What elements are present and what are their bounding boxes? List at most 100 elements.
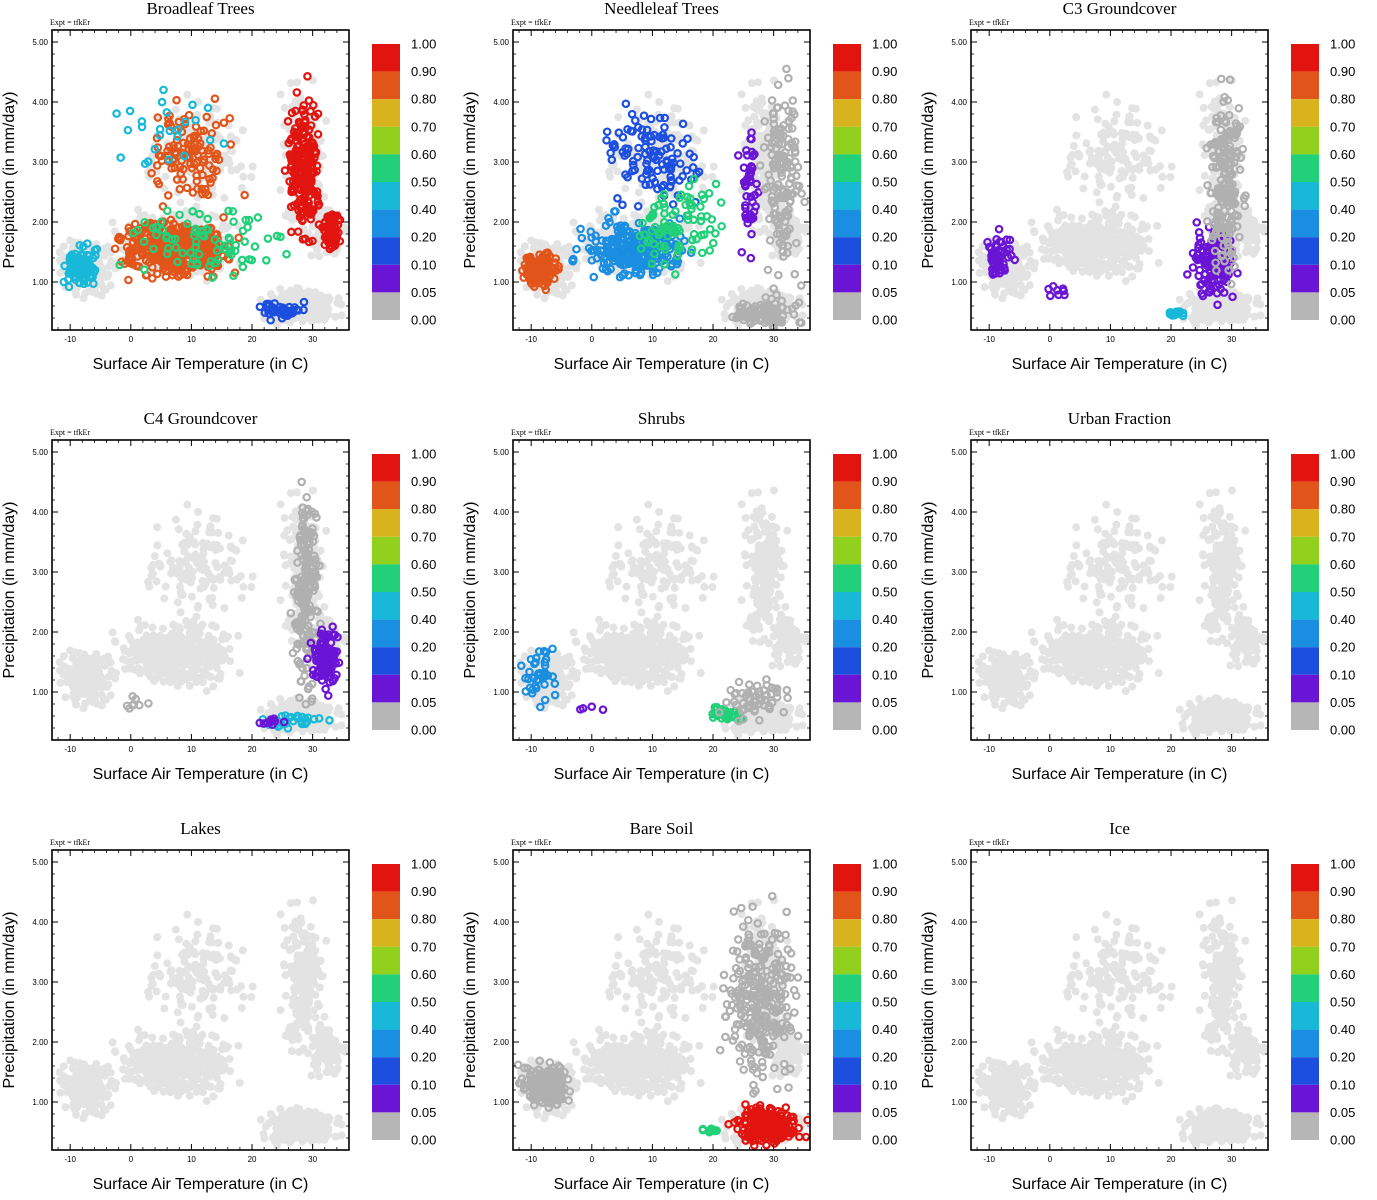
data-point: [172, 95, 181, 105]
background-point: [324, 293, 333, 302]
data-point: [162, 261, 171, 271]
data-point: [762, 183, 772, 192]
data-point: [597, 251, 606, 260]
data-point: [739, 315, 749, 325]
data-point: [125, 106, 135, 116]
data-point: [663, 231, 673, 241]
data-point: [766, 176, 775, 185]
data-point: [230, 246, 240, 256]
data-point: [228, 207, 238, 216]
background-point: [606, 172, 615, 181]
data-point: [650, 249, 659, 259]
data-point: [189, 133, 199, 142]
data-point: [774, 225, 784, 234]
data-point: [78, 242, 88, 251]
data-point: [78, 274, 87, 283]
data-point: [208, 273, 217, 282]
data-point: [684, 181, 694, 191]
data-point: [298, 105, 307, 114]
background-point: [1016, 280, 1025, 289]
data-point: [696, 212, 706, 221]
data-point: [653, 166, 662, 176]
data-point: [704, 188, 714, 198]
data-point: [682, 211, 692, 220]
data-point: [769, 284, 778, 293]
data-point: [531, 259, 540, 269]
data-point: [330, 236, 339, 245]
data-point: [299, 297, 309, 307]
data-point: [660, 113, 669, 123]
data-point: [717, 221, 726, 231]
colorbar-label: 0.00: [872, 313, 897, 328]
data-point: [164, 155, 174, 164]
data-point: [150, 144, 160, 154]
data-point: [783, 157, 792, 167]
data-point: [678, 119, 688, 129]
data-point: [792, 238, 801, 248]
data-point: [115, 260, 124, 270]
background-point: [284, 206, 293, 215]
data-point: [156, 217, 166, 227]
data-point: [800, 197, 809, 207]
colorbar-swatch: [372, 126, 400, 155]
data-point: [139, 237, 149, 247]
data-point: [191, 242, 200, 252]
panel-title: Needleleaf Trees: [604, 0, 719, 18]
background-point: [286, 79, 295, 88]
background-point: [56, 268, 65, 277]
background-point: [975, 268, 984, 277]
data-point: [630, 116, 640, 125]
data-point: [65, 268, 75, 278]
background-point: [237, 183, 246, 192]
background-point: [222, 224, 231, 233]
data-point: [140, 228, 150, 237]
data-point: [759, 310, 768, 320]
background-point: [747, 79, 756, 88]
x-tick-label: 20: [248, 335, 257, 344]
background-point: [988, 281, 997, 290]
data-point: [637, 174, 647, 183]
data-point: [547, 264, 557, 274]
background-point: [315, 308, 324, 317]
data-point: [297, 200, 306, 210]
colorbar-label: 0.20: [872, 230, 897, 245]
background-point: [1017, 273, 1026, 282]
data-point: [790, 148, 800, 157]
background-point: [316, 136, 325, 145]
data-point: [589, 272, 599, 282]
colorbar: 1.000.900.800.700.600.500.400.200.100.05…: [372, 37, 436, 328]
data-point: [747, 211, 756, 221]
data-point: [185, 134, 195, 143]
data-point: [266, 306, 276, 316]
data-point: [675, 214, 685, 223]
data-point: [655, 113, 665, 123]
background-point: [750, 112, 759, 121]
data-point: [200, 232, 209, 241]
data-point: [676, 190, 686, 200]
data-point: [203, 190, 213, 200]
y-tick-label: 4.00: [32, 98, 48, 107]
data-point: [132, 261, 141, 271]
data-point: [659, 255, 669, 265]
data-point: [618, 132, 628, 142]
background-point: [248, 162, 257, 171]
data-point: [618, 200, 627, 210]
background-point: [1012, 268, 1021, 277]
data-point: [153, 113, 163, 122]
data-point: [666, 142, 675, 152]
background-point: [696, 258, 705, 267]
background-point: [741, 103, 750, 112]
data-point: [165, 118, 174, 128]
scatter-points: [55, 72, 349, 330]
data-point: [754, 188, 763, 197]
background-point: [1005, 279, 1014, 288]
data-point: [797, 189, 806, 198]
data-point: [625, 256, 635, 266]
data-point: [110, 244, 120, 254]
background-point: [553, 289, 562, 298]
data-point: [782, 64, 791, 74]
data-point: [770, 307, 779, 316]
data-point: [660, 123, 669, 132]
data-point: [733, 151, 743, 160]
background-point: [92, 289, 101, 298]
